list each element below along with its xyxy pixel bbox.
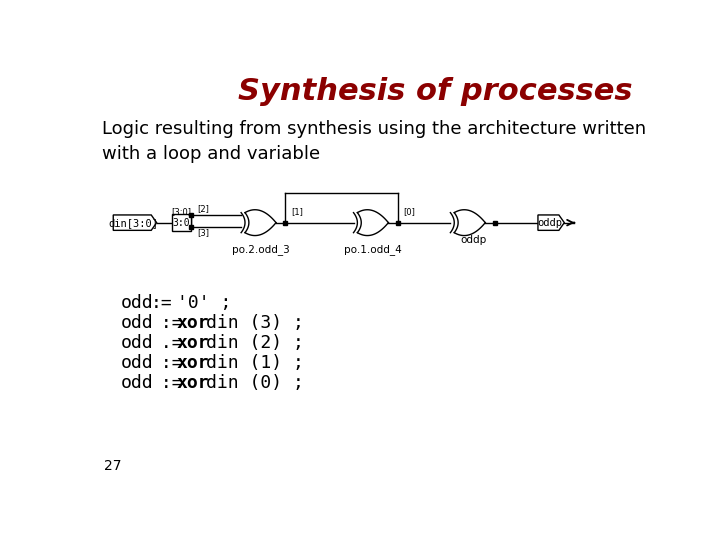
Polygon shape [538,215,564,231]
Text: :=: := [150,354,183,372]
Text: :=: := [150,294,172,312]
Text: [3]: [3] [197,228,209,237]
Text: 3:0: 3:0 [173,218,190,228]
Text: odd: odd [121,334,153,352]
Text: xor: xor [177,354,210,372]
Text: '0' ;: '0' ; [177,294,231,312]
Text: odd: odd [121,374,153,393]
Text: .=: .= [150,334,183,352]
Text: :=: := [150,314,183,332]
Text: din (0) ;: din (0) ; [206,374,304,393]
Text: din (2) ;: din (2) ; [206,334,304,352]
Text: :=: := [150,374,183,393]
Text: xor: xor [177,334,210,352]
Text: po.2.odd_3: po.2.odd_3 [232,244,289,255]
Text: Synthesis of processes: Synthesis of processes [238,77,632,106]
Text: odd: odd [121,314,153,332]
Text: din (3) ;: din (3) ; [206,314,304,332]
Text: 27: 27 [104,459,122,473]
Bar [172,214,191,231]
Text: [3:0]: [3:0] [171,207,192,217]
Text: din[3:0]: din[3:0] [109,218,158,228]
Text: xor: xor [177,314,210,332]
Text: xor: xor [177,374,210,393]
Text: po.1.odd_4: po.1.odd_4 [344,244,402,255]
Text: [2]: [2] [197,204,209,213]
Text: oddp: oddp [537,218,562,228]
Text: din (1) ;: din (1) ; [206,354,304,372]
Polygon shape [113,215,157,231]
Text: Logic resulting from synthesis using the architecture written
with a loop and va: Logic resulting from synthesis using the… [102,120,647,163]
Text: [1]: [1] [291,207,303,217]
Text: odd: odd [121,354,153,372]
Text: [0]: [0] [403,207,415,217]
Text: odd: odd [121,294,153,312]
Text: oddp: oddp [461,235,487,245]
